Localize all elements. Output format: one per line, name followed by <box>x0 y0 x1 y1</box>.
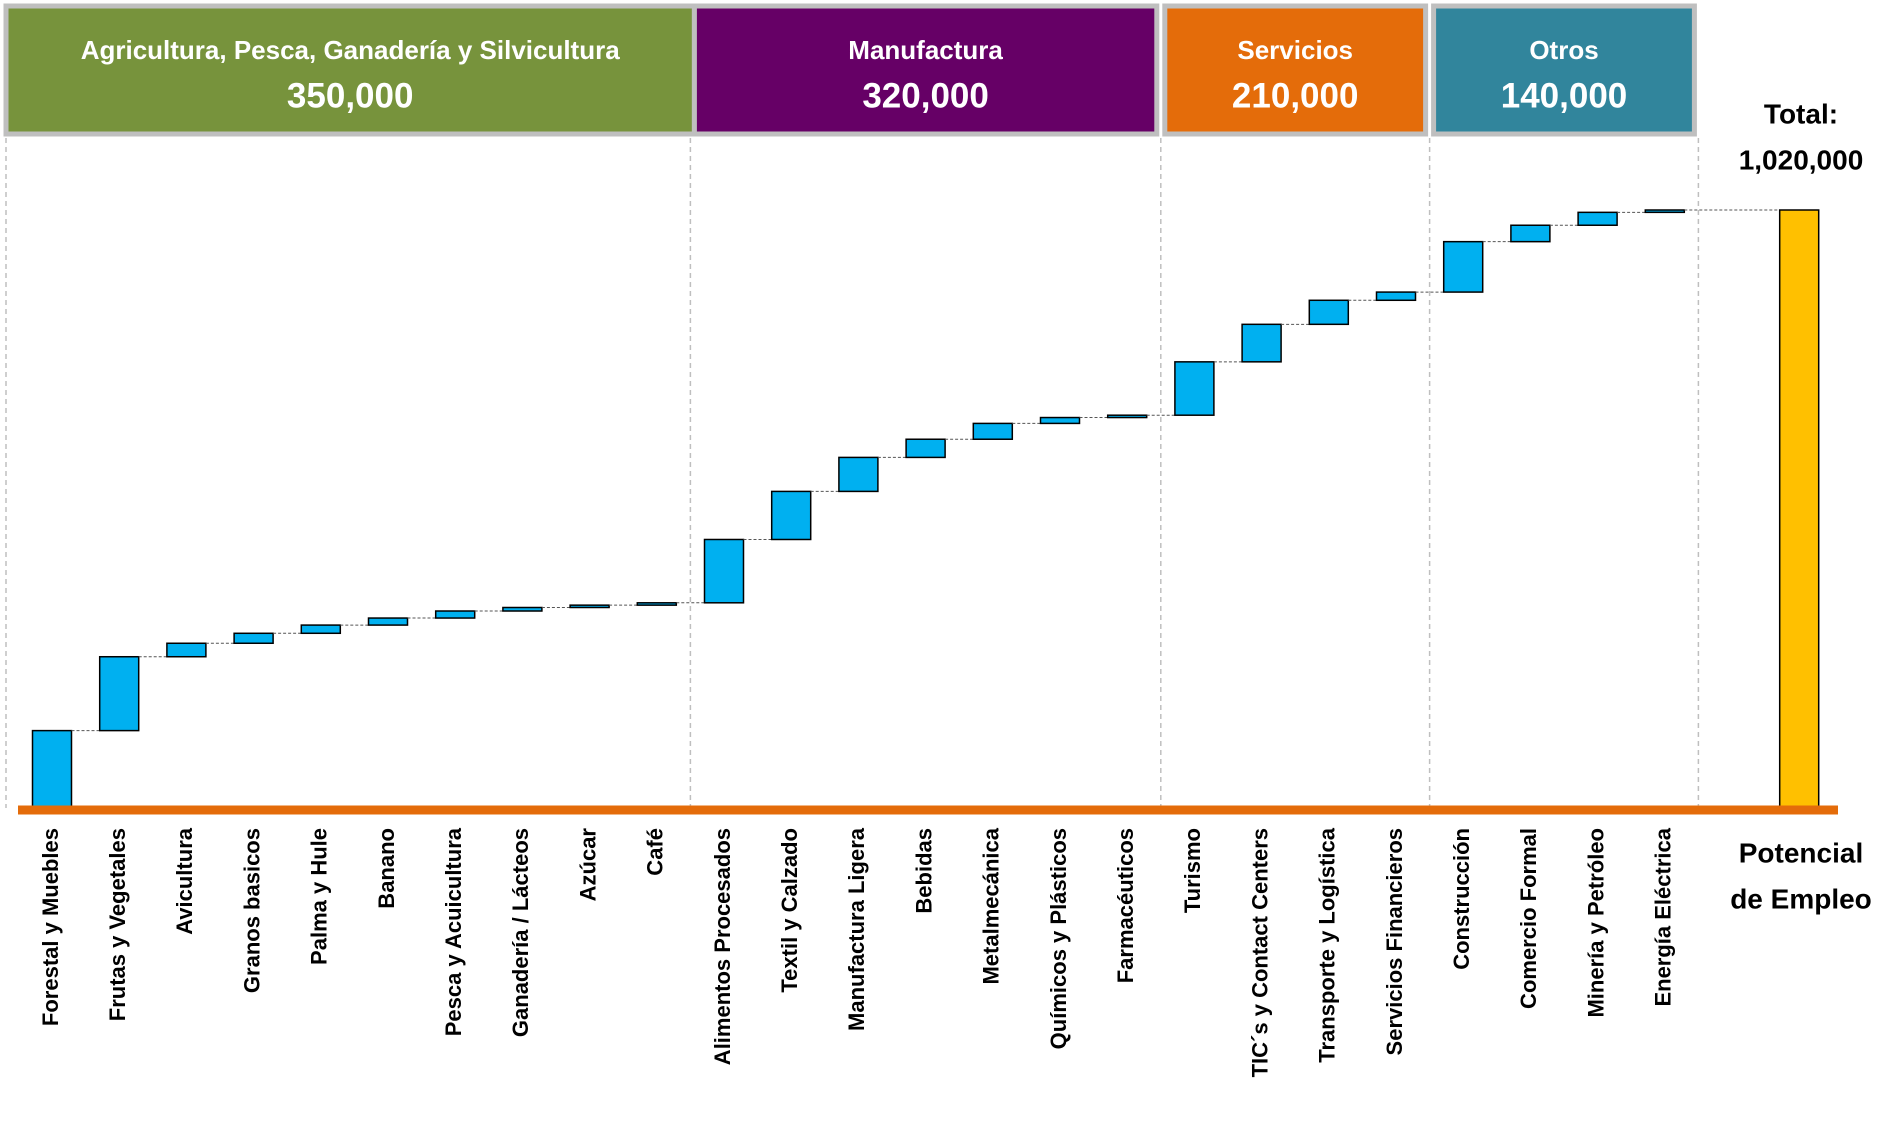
bar <box>1442 240 1484 293</box>
bar <box>770 490 812 541</box>
x-tick-label: Palma y Hule <box>307 828 332 965</box>
group-value-label: 320,000 <box>862 76 989 115</box>
total-bar <box>1778 209 1820 809</box>
bar <box>434 610 476 619</box>
x-tick-label: Textil y Calzado <box>777 828 802 993</box>
x-tick-label: Turismo <box>1180 828 1205 913</box>
bar <box>367 617 409 626</box>
group-name: Manufactura <box>848 35 1003 65</box>
x-tick-label: Alimentos Procesados <box>710 828 735 1065</box>
bar <box>1375 291 1417 302</box>
bar <box>703 538 745 604</box>
bar <box>905 438 946 459</box>
x-tick-label: Frutas y Vegetales <box>105 828 130 1021</box>
x-tick-label: Construcción <box>1449 828 1474 970</box>
bar <box>569 604 610 609</box>
group-name: Otros <box>1529 35 1598 65</box>
bar <box>31 729 73 809</box>
group-value-label: 140,000 <box>1501 76 1628 115</box>
group-header <box>691 3 1160 137</box>
bar <box>1308 299 1350 326</box>
group-name: Agricultura, Pesca, Ganadería y Silvicul… <box>81 35 621 65</box>
x-tick-label: Comercio Formal <box>1516 828 1541 1009</box>
x-tick-label: Manufactura Ligera <box>844 827 869 1031</box>
group-header <box>1431 3 1697 137</box>
bar <box>838 456 879 493</box>
x-tick-label: Transporte y Logística <box>1315 827 1340 1062</box>
group-header <box>1162 3 1429 137</box>
bar <box>972 422 1014 440</box>
x-tick-label: Servicios Financieros <box>1382 828 1407 1055</box>
x-tick-label: Banano <box>374 828 399 909</box>
x-tick-label: TIC´s y Contact Centers <box>1247 828 1272 1077</box>
bar <box>1241 323 1282 363</box>
group-value-label: 210,000 <box>1232 76 1359 115</box>
x-tick-label: Minería y Petróleo <box>1583 828 1608 1018</box>
bar <box>1174 361 1215 416</box>
total-caption: Total: <box>1764 98 1838 129</box>
bar <box>636 602 678 606</box>
x-tick-label: Farmacéuticos <box>1113 828 1138 983</box>
total-value-label: 1,020,000 <box>1739 144 1864 175</box>
x-tick-label: Forestal y Muebles <box>38 828 63 1026</box>
bar <box>98 655 140 732</box>
bar <box>233 632 274 645</box>
x-tick-label: Energía Eléctrica <box>1651 827 1676 1006</box>
bar <box>1510 224 1551 243</box>
x-tick-label: Avicultura <box>172 827 197 935</box>
bar <box>1644 209 1686 214</box>
x-tick-label: Azúcar <box>575 828 600 902</box>
x-tick-label: Químicos y Plásticos <box>1046 828 1071 1049</box>
bar <box>502 606 543 612</box>
x-tick-label: Bebidas <box>911 828 936 914</box>
x-tick-label: Café <box>643 828 668 876</box>
bar <box>1106 414 1148 419</box>
x-tick-label: Metalmecánica <box>979 827 1004 984</box>
group-name: Servicios <box>1237 35 1353 65</box>
group-header <box>3 3 697 137</box>
x-tick-label: Ganadería / Lácteos <box>508 828 533 1037</box>
total-name-line: Potencial <box>1739 837 1863 868</box>
bar <box>1039 416 1081 425</box>
x-tick-label: Granos basicos <box>239 828 264 993</box>
bar <box>300 624 342 635</box>
x-tick-label: Pesca y Acuicultura <box>441 827 466 1036</box>
bar <box>1577 211 1618 226</box>
group-value-label: 350,000 <box>287 76 414 115</box>
total-name-line: de Empleo <box>1730 883 1872 914</box>
bar <box>166 642 207 658</box>
